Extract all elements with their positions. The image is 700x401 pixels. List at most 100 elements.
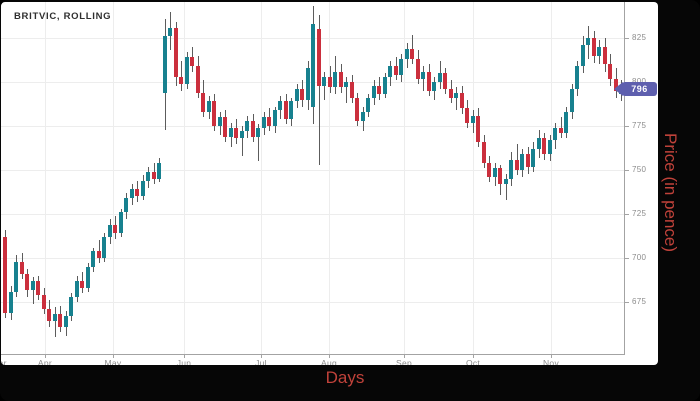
candle-wick bbox=[241, 126, 243, 156]
gridline-v bbox=[329, 2, 330, 354]
candle-body-up bbox=[140, 180, 145, 197]
candle-body-up bbox=[63, 316, 68, 327]
candle-body-down bbox=[3, 236, 7, 313]
candle-body-down bbox=[96, 251, 101, 259]
candle-body-up bbox=[118, 212, 123, 234]
candle-body-down bbox=[602, 46, 607, 65]
x-tick-label: Oct bbox=[465, 358, 481, 365]
candle-body-up bbox=[404, 48, 409, 60]
y-tick-label: 700 bbox=[632, 253, 647, 263]
candle-wick bbox=[324, 71, 325, 100]
candle-body-down bbox=[415, 59, 420, 79]
gridline-h bbox=[1, 258, 624, 260]
candle-body-up bbox=[333, 71, 337, 88]
candle-body-up bbox=[129, 189, 134, 199]
candle-body-up bbox=[256, 127, 260, 137]
candle-body-down bbox=[212, 101, 216, 127]
candle-body-up bbox=[278, 101, 282, 111]
candle-body-up bbox=[437, 73, 442, 83]
candle-body-down bbox=[316, 29, 321, 86]
candle-body-up bbox=[421, 71, 425, 79]
candle-body-down bbox=[267, 117, 271, 127]
candle-body-up bbox=[184, 57, 189, 84]
candle-body-up bbox=[85, 266, 90, 288]
candle-body-up bbox=[69, 296, 73, 317]
candle-body-up bbox=[432, 82, 436, 91]
candle-body-down bbox=[481, 141, 486, 164]
candle-body-up bbox=[520, 154, 524, 171]
candle-body-up bbox=[30, 280, 35, 290]
candle-body-down bbox=[393, 66, 398, 76]
chart-card: 825 800 775 750 725 700 675 Mar Apr May Jun Jul Aug S… bbox=[1, 2, 658, 365]
x-axis-line bbox=[1, 354, 624, 355]
x-tick-mark bbox=[184, 354, 185, 358]
candle-body-down bbox=[591, 38, 596, 56]
candle-body-up bbox=[289, 101, 293, 120]
candle-body-up bbox=[371, 85, 376, 98]
candle-body-down bbox=[135, 189, 139, 197]
x-tick-mark bbox=[329, 354, 330, 358]
candle-body-up bbox=[470, 115, 475, 123]
candle-body-down bbox=[465, 108, 469, 123]
candle-body-up bbox=[14, 261, 18, 292]
candle-body-down bbox=[80, 280, 84, 288]
candle-body-up bbox=[580, 45, 585, 67]
candle-body-down bbox=[498, 168, 502, 185]
y-tick-label: 725 bbox=[632, 209, 647, 219]
candle-wick bbox=[346, 76, 347, 104]
candle-body-down bbox=[234, 127, 238, 139]
candle-body-up bbox=[157, 163, 161, 179]
candle-wick bbox=[516, 143, 518, 176]
last-price-tag-arrow bbox=[614, 82, 623, 97]
candle-body-down bbox=[377, 85, 381, 95]
candle-body-up bbox=[52, 314, 57, 322]
candle-body-down bbox=[195, 66, 200, 93]
x-tick-label: Jun bbox=[176, 358, 192, 365]
gridline-v bbox=[184, 2, 185, 354]
candle-body-up bbox=[360, 112, 365, 121]
candle-body-down bbox=[338, 71, 343, 88]
candle-body-down bbox=[355, 97, 359, 121]
candle-body-down bbox=[58, 314, 62, 327]
candle-body-down bbox=[151, 171, 156, 179]
candle-body-up bbox=[146, 171, 150, 181]
candle-body-up bbox=[586, 38, 590, 46]
candle-wick bbox=[318, 15, 320, 165]
candle-body-down bbox=[525, 154, 530, 167]
x-tick-mark bbox=[404, 354, 405, 358]
candle-body-up bbox=[569, 89, 574, 112]
candle-body-up bbox=[294, 89, 299, 102]
candle-body-up bbox=[536, 138, 541, 149]
gridline-v bbox=[404, 2, 405, 354]
candle-body-up bbox=[388, 66, 392, 77]
y-tick-label: 675 bbox=[632, 297, 647, 307]
candle-body-down bbox=[542, 138, 546, 155]
x-tick-mark bbox=[473, 354, 474, 358]
y-tick-label: 800 bbox=[632, 77, 646, 86]
candle-body-up bbox=[217, 117, 222, 127]
x-tick-mark bbox=[113, 354, 114, 358]
y-tick-mark bbox=[624, 38, 629, 40]
candle-body-up bbox=[531, 148, 535, 167]
candle-body-up bbox=[311, 24, 315, 107]
candle-body-down bbox=[201, 92, 205, 112]
candle-body-up bbox=[168, 27, 172, 37]
candle-wick bbox=[560, 117, 562, 139]
candle-body-down bbox=[250, 120, 255, 137]
candle-body-up bbox=[564, 112, 568, 134]
candle-body-up bbox=[228, 127, 233, 137]
gridline-h bbox=[1, 214, 624, 216]
candle-body-up bbox=[454, 92, 458, 98]
candle-body-up bbox=[509, 159, 513, 179]
gridline-v bbox=[45, 2, 46, 354]
candle-body-down bbox=[47, 309, 51, 322]
candle-body-down bbox=[113, 224, 117, 234]
y-tick-label: 775 bbox=[632, 121, 647, 131]
candle-wick bbox=[423, 66, 424, 91]
candle-body-up bbox=[366, 97, 370, 112]
x-tick-mark bbox=[551, 354, 552, 358]
candle-wick bbox=[505, 173, 507, 200]
y-tick-mark bbox=[624, 126, 629, 128]
candle-body-up bbox=[492, 168, 497, 178]
